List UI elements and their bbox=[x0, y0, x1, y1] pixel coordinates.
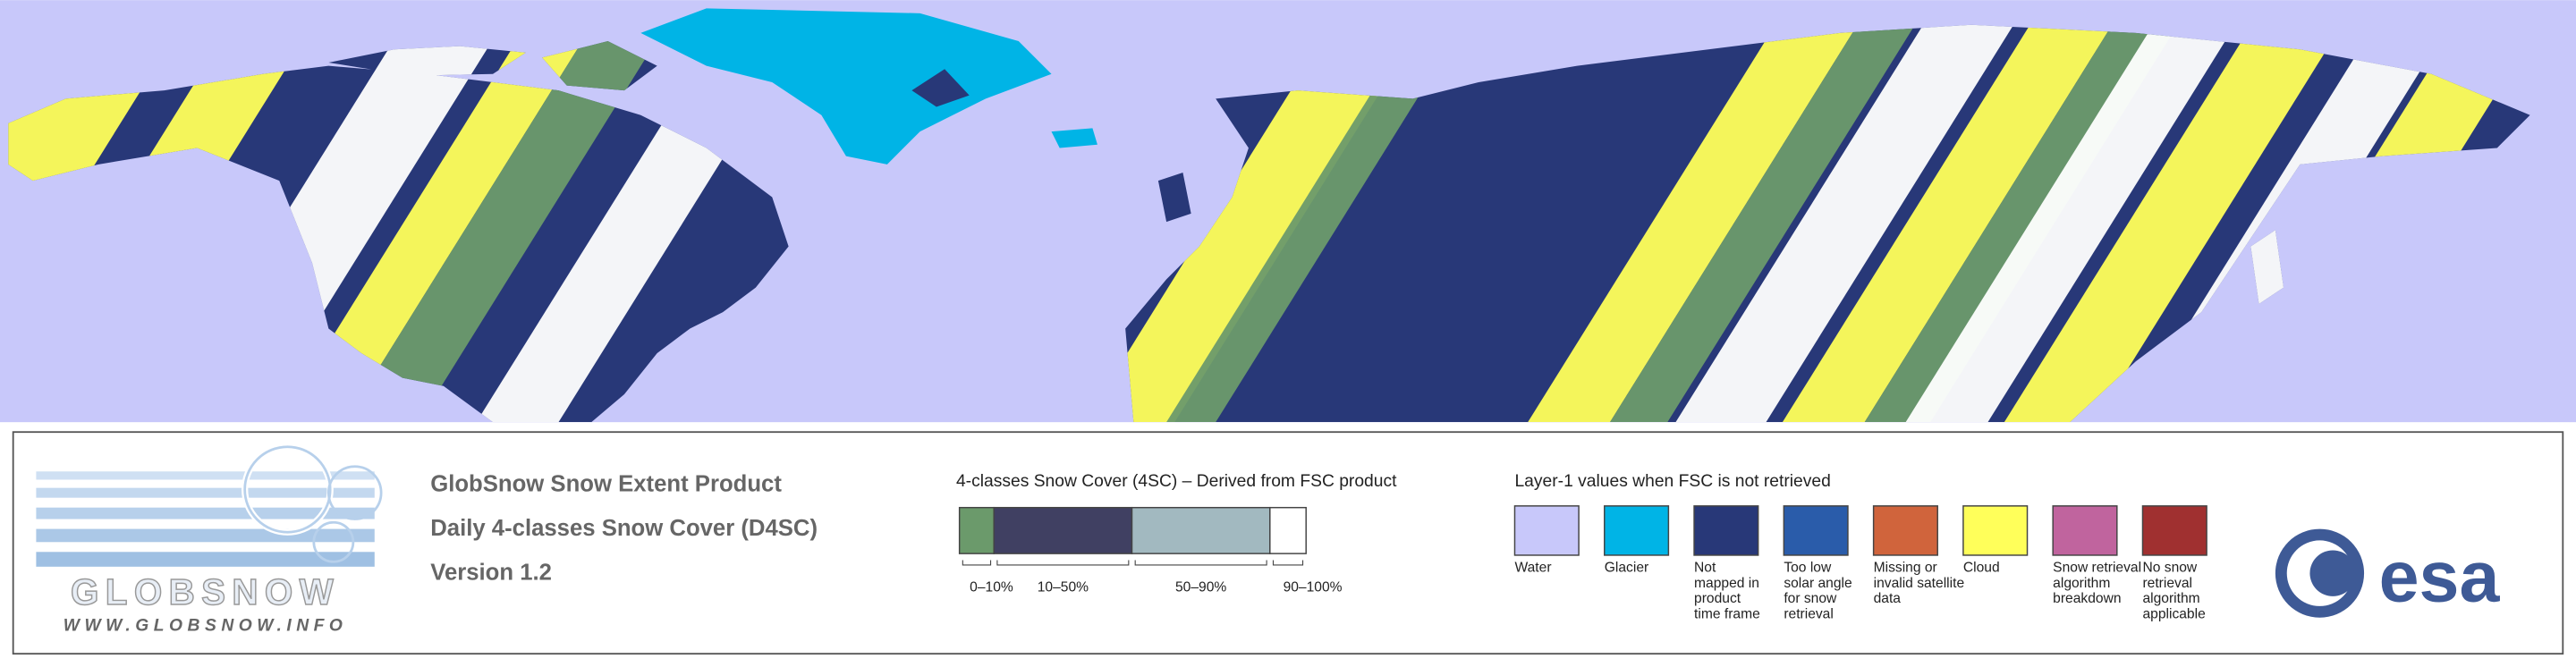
logo-name: GLOBSNOW bbox=[71, 571, 340, 612]
layer1-label: No snow bbox=[2142, 560, 2197, 575]
layer1-swatch bbox=[2141, 505, 2207, 556]
class-swatch bbox=[1269, 506, 1307, 554]
agency: esa bbox=[2379, 536, 2501, 617]
layer1-label: Glacier bbox=[1605, 560, 1648, 575]
product-line: GlobSnow Snow Extent Product bbox=[430, 471, 782, 496]
layer1-label: Not bbox=[1694, 560, 1716, 575]
classes-title: 4-classes Snow Cover (4SC) – Derived fro… bbox=[956, 472, 1397, 491]
product-line: Version 1.2 bbox=[430, 561, 552, 586]
layer1-swatch bbox=[1693, 505, 1759, 556]
layer1-swatch bbox=[2052, 505, 2118, 556]
swath bbox=[2004, 24, 2358, 423]
layer1-swatch bbox=[1604, 505, 1670, 556]
product-info: GlobSnow Snow Extent Product Daily 4-clas… bbox=[430, 471, 818, 585]
layer1-label: breakdown bbox=[2053, 591, 2121, 606]
class-bracket bbox=[996, 560, 1130, 566]
swath bbox=[1528, 24, 1873, 423]
logo: GLOBSNOW WWW.GLOBSNOW.INFO bbox=[36, 443, 383, 635]
iceland bbox=[1051, 128, 1097, 148]
class-bracket bbox=[962, 560, 992, 566]
layer1-label: product bbox=[1694, 591, 1741, 606]
layer1-label: data bbox=[1874, 591, 1902, 606]
layer1-label: Snow retrieval bbox=[2053, 560, 2141, 575]
swath bbox=[279, 24, 608, 423]
layer1-swatch bbox=[1513, 505, 1580, 556]
layer1-label: Too low bbox=[1784, 560, 1832, 575]
layer1-label: algorithm bbox=[2142, 591, 2199, 606]
swath bbox=[344, 24, 682, 423]
class-label: 0–10% bbox=[970, 579, 1013, 595]
layer1-label: Missing or bbox=[1874, 560, 1937, 575]
greenland bbox=[640, 8, 1052, 165]
classes-legend: 0–10% 10–50% 50–90% 90–100% bbox=[958, 506, 1343, 595]
layer1-label: retrieval bbox=[2142, 576, 2192, 591]
layer1-swatch bbox=[1872, 505, 1938, 556]
layer1-label: solar angle bbox=[1784, 576, 1852, 591]
swath bbox=[1782, 24, 2128, 423]
swath bbox=[1675, 24, 2029, 423]
layer1-label: time frame bbox=[1694, 607, 1760, 622]
swath bbox=[1166, 24, 1479, 423]
class-swatch bbox=[1131, 506, 1271, 554]
layer1-swatch bbox=[1962, 505, 2029, 556]
legend-panel: GLOBSNOW WWW.GLOBSNOW.INFO GlobSnow Snow… bbox=[12, 431, 2564, 655]
layer1-label: algorithm bbox=[2053, 576, 2110, 591]
swath bbox=[1610, 24, 1931, 423]
swath bbox=[1905, 24, 2251, 423]
class-bracket bbox=[1272, 560, 1304, 566]
map bbox=[0, 0, 2576, 423]
class-label: 90–100% bbox=[1284, 579, 1343, 595]
layer1-label: for snow bbox=[1784, 591, 1837, 606]
product-line: Daily 4-classes Snow Cover (D4SC) bbox=[430, 516, 818, 541]
layer1-label: Cloud bbox=[1963, 560, 2000, 575]
layer1-title: Layer-1 values when FSC is not retrieved bbox=[1514, 472, 1830, 491]
class-label: 10–50% bbox=[1038, 579, 1089, 595]
layer1-label: invalid satellite bbox=[1874, 576, 1965, 591]
layer1-label: retrieval bbox=[1784, 607, 1834, 622]
layer1-label: Water bbox=[1514, 560, 1551, 575]
layer1-label: mapped in bbox=[1694, 576, 1759, 591]
class-label: 50–90% bbox=[1175, 579, 1226, 595]
layer1-swatch bbox=[1783, 505, 1849, 556]
esa-logo: esa bbox=[2275, 528, 2501, 618]
class-swatch bbox=[993, 506, 1133, 554]
logo-url: WWW.GLOBSNOW.INFO bbox=[64, 616, 348, 635]
class-swatch bbox=[958, 506, 995, 554]
swath bbox=[1084, 24, 1438, 423]
greenland-unmapped bbox=[911, 69, 970, 107]
class-bracket bbox=[1134, 560, 1267, 566]
layer1-label: applicable bbox=[2142, 607, 2205, 622]
